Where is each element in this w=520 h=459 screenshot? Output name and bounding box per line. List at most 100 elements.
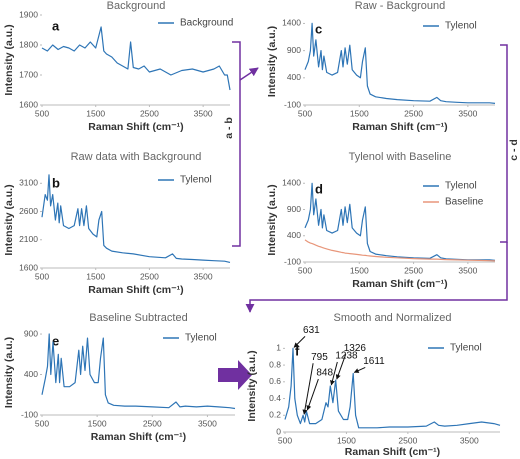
- y-tick-label: 900: [287, 204, 301, 214]
- y-tick-label: 0.8: [269, 359, 281, 369]
- peak-arrow: [302, 363, 314, 415]
- y-tick-label: 0.4: [269, 393, 281, 403]
- legend-label: Tylenol: [180, 175, 212, 186]
- series-line: [41, 333, 236, 410]
- x-tick-label: 1500: [337, 435, 356, 445]
- chart-title: Background: [107, 0, 166, 12]
- x-tick-label: 3500: [194, 271, 213, 281]
- panel-label: f: [295, 343, 300, 358]
- x-tick-label: 1500: [88, 418, 107, 428]
- y-axis-label: Intensity (a.u.): [3, 24, 15, 95]
- y-tick-label: -100: [21, 409, 38, 419]
- bracket-a-b: [232, 41, 241, 247]
- y-tick-label: 2600: [19, 206, 38, 216]
- series-line: [304, 22, 496, 104]
- y-tick-label: -100: [284, 256, 301, 266]
- y-axis-label: Intensity (a.u.): [266, 26, 278, 97]
- x-tick-label: 2500: [404, 265, 423, 275]
- connector-label: c - d: [508, 139, 520, 161]
- bracket-c-d: [500, 44, 508, 243]
- y-tick-label: 1400: [282, 178, 301, 188]
- legend-label: Baseline: [445, 197, 484, 208]
- peak-label: 631: [303, 325, 320, 336]
- x-tick-label: 3500: [458, 265, 477, 275]
- y-tick-label: 400: [287, 230, 301, 240]
- y-tick-label: 1: [276, 343, 281, 353]
- y-tick-label: 1400: [282, 18, 301, 28]
- legend-label: Background: [180, 18, 233, 29]
- x-tick-label: 3500: [194, 108, 213, 118]
- chart-title: Smooth and Normalized: [333, 312, 451, 324]
- series-line: [41, 26, 231, 91]
- y-tick-label: 1600: [19, 99, 38, 109]
- x-tick-label: 2500: [140, 108, 159, 118]
- x-tick-label: 3500: [460, 435, 479, 445]
- peak-arrow: [293, 336, 306, 348]
- panel-label: b: [52, 175, 60, 190]
- x-tick-label: 2500: [398, 435, 417, 445]
- chart-title: Raw data with Background: [71, 151, 202, 163]
- peak-label: 1326: [344, 343, 367, 354]
- x-tick-label: 3500: [198, 418, 217, 428]
- arrow-to-e: [245, 242, 508, 313]
- x-tick-label: 1500: [350, 265, 369, 275]
- x-tick-label: 500: [35, 108, 49, 118]
- y-tick-label: 3100: [19, 178, 38, 188]
- x-tick-label: 2500: [143, 418, 162, 428]
- x-axis-label: Raman Shift (cm⁻¹): [91, 431, 186, 443]
- y-tick-label: 0: [276, 426, 281, 436]
- peak-label: 1238: [335, 351, 358, 362]
- x-axis-label: Raman Shift (cm⁻¹): [352, 278, 447, 290]
- series-line: [41, 174, 231, 263]
- panel-label: a: [52, 18, 60, 33]
- chart-title: Raw - Background: [355, 0, 446, 12]
- y-axis-label: Intensity (a.u.): [266, 184, 278, 255]
- y-axis-label: Intensity (a.u.): [3, 337, 15, 408]
- arrow-to-c: [239, 67, 259, 81]
- y-tick-label: 1700: [19, 69, 38, 79]
- x-tick-label: 500: [35, 271, 49, 281]
- connector-label: a - b: [223, 117, 235, 139]
- panel-label: d: [315, 181, 323, 196]
- y-tick-label: -100: [284, 99, 301, 109]
- x-tick-label: 3500: [458, 108, 477, 118]
- x-tick-label: 500: [298, 265, 312, 275]
- y-tick-label: 900: [24, 328, 38, 338]
- x-tick-label: 1500: [86, 271, 105, 281]
- connectors: [218, 41, 508, 390]
- big-arrow: [218, 360, 252, 390]
- panel-label: c: [315, 21, 322, 36]
- panel-label: e: [52, 333, 59, 348]
- x-tick-label: 2500: [140, 271, 159, 281]
- x-tick-label: 500: [298, 108, 312, 118]
- y-tick-label: 2100: [19, 234, 38, 244]
- y-tick-label: 0.2: [269, 410, 281, 420]
- x-axis-label: Raman Shift (cm⁻¹): [352, 121, 447, 133]
- chart-title: Tylenol with Baseline: [349, 151, 452, 163]
- legend-label: Tylenol: [445, 181, 477, 192]
- y-tick-label: 1900: [19, 9, 38, 19]
- series-line: [304, 182, 496, 261]
- y-tick-label: 1800: [19, 39, 38, 49]
- x-tick-label: 500: [278, 435, 292, 445]
- y-tick-label: 900: [287, 45, 301, 55]
- chart-title: Baseline Subtracted: [89, 312, 187, 324]
- legend-label: Tylenol: [185, 333, 217, 344]
- x-tick-label: 500: [35, 418, 49, 428]
- peak-label: 795: [311, 352, 328, 363]
- y-axis-label: Intensity (a.u.): [246, 350, 258, 421]
- x-axis-label: Raman Shift (cm⁻¹): [88, 121, 183, 133]
- y-tick-label: 400: [24, 369, 38, 379]
- peak-arrow: [335, 353, 347, 380]
- y-axis-label: Intensity (a.u.): [3, 184, 15, 255]
- peak-arrow: [353, 366, 366, 373]
- series-line: [304, 239, 496, 262]
- peak-label: 848: [316, 368, 333, 379]
- series-line: [284, 347, 501, 429]
- y-tick-label: 1600: [19, 262, 38, 272]
- y-tick-label: 0.6: [269, 376, 281, 386]
- peak-arrow: [306, 378, 319, 411]
- x-axis-label: Raman Shift (cm⁻¹): [345, 446, 440, 458]
- peak-arrow: [330, 361, 338, 386]
